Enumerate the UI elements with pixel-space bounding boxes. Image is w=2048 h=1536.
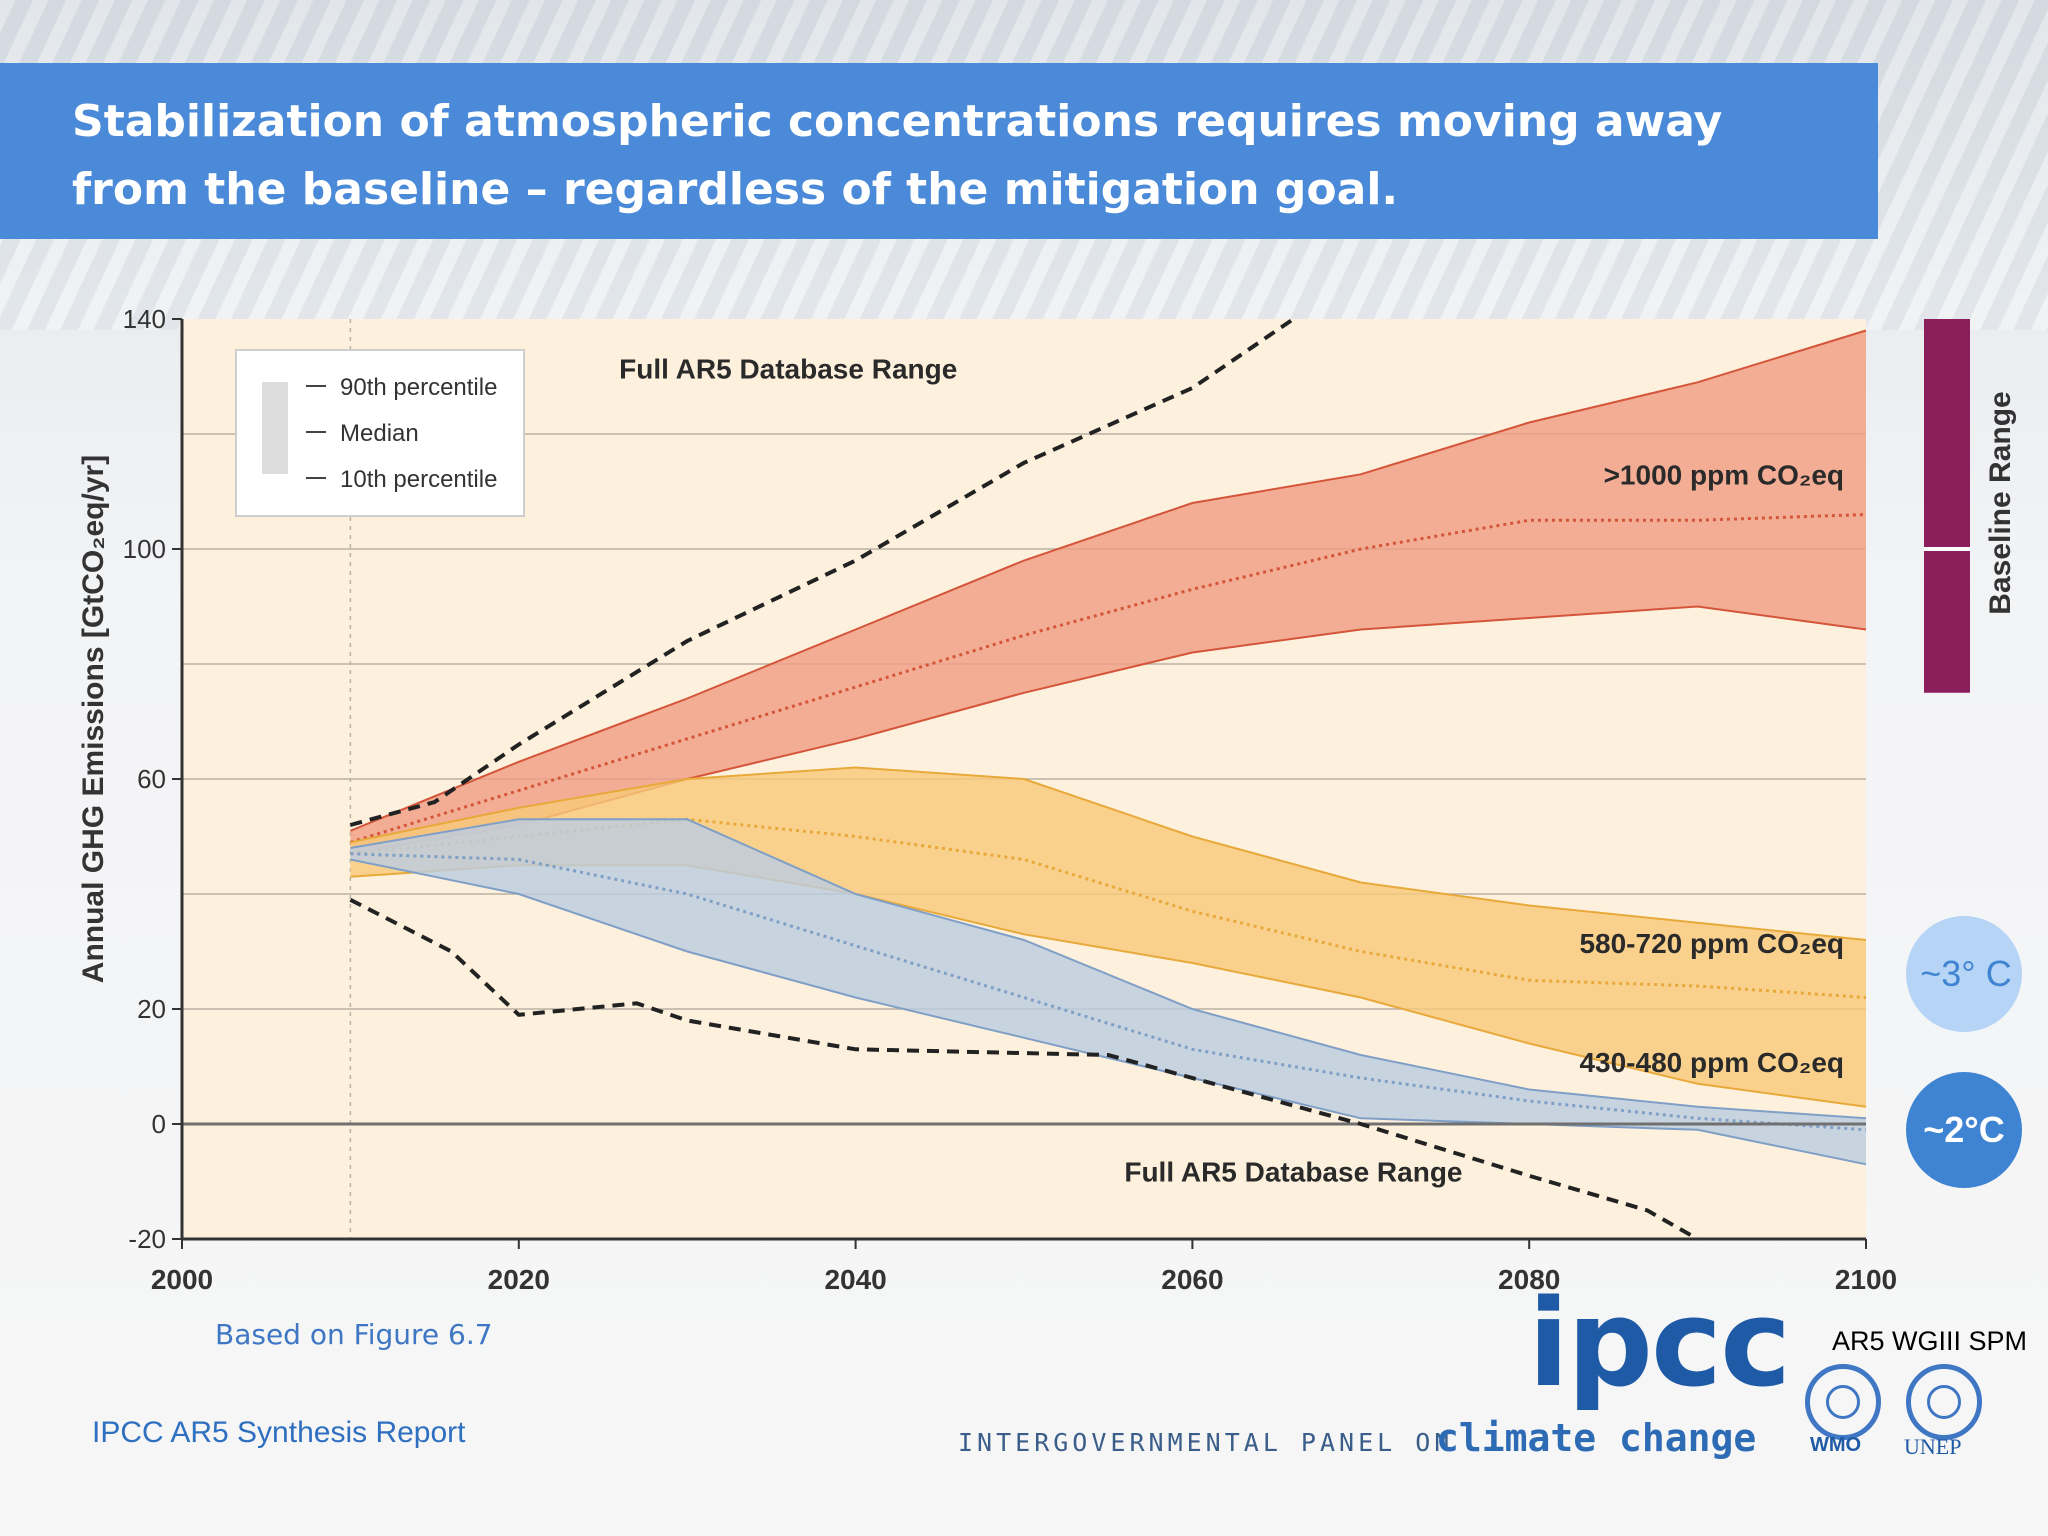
band-2 xyxy=(350,819,1866,1165)
legend-entry-2: 10th percentile xyxy=(340,466,497,493)
legend: 90th percentile Median 10th percentile xyxy=(235,349,525,517)
legend-entry-0: 90th percentile xyxy=(340,374,497,401)
database-range-lower-line xyxy=(349,898,1699,1241)
y-tick-label-140: 140 xyxy=(123,304,166,334)
chart-labels: >1000 ppm CO₂eq 580-720 ppm CO₂eq 430-480 … xyxy=(619,354,1844,1188)
legend-entry-1: Median xyxy=(340,420,419,447)
series-label-1: 580-720 ppm CO₂eq xyxy=(1579,928,1844,959)
band-1-p90-line xyxy=(350,766,1867,941)
x-tick-label-2100: 2100 xyxy=(1835,1264,1897,1295)
x-tick-label-2000: 2000 xyxy=(151,1264,213,1295)
badge-2c-circle xyxy=(1906,1072,2022,1188)
series-label-2: 430-480 ppm CO₂eq xyxy=(1579,1047,1844,1078)
y-axis-title: Annual GHG Emissions [GtCO₂eq/yr] xyxy=(77,455,110,983)
scenario-bands xyxy=(182,329,1867,1166)
band-0-median-line xyxy=(349,513,1867,844)
unep-label: UNEP xyxy=(1904,1434,1962,1459)
band-0-p90-line xyxy=(350,329,1867,832)
badge-3c-circle xyxy=(1906,916,2022,1032)
reference-note: AR5 WGIII SPM xyxy=(1832,1326,2028,1356)
x-tick-label-2020: 2020 xyxy=(488,1264,550,1295)
x-tick-label-2080: 2080 xyxy=(1498,1264,1560,1295)
band-2-p10-line xyxy=(350,858,1867,1166)
wmo-emblem-icon xyxy=(1805,1364,1881,1440)
axes: 140 100 60 20 0 -20 2000 2020 2040 2060 2080 2100 An… xyxy=(77,304,1897,1295)
band-2-p90-line xyxy=(350,818,1867,1120)
y-tick-label-20: 20 xyxy=(137,994,166,1024)
ipcc-logo-climate-change: climate change xyxy=(1436,1416,1757,1460)
y-tick-label-0: 0 xyxy=(152,1109,166,1139)
title-bar xyxy=(0,63,1878,239)
badge-2c-text: ~2°C xyxy=(1923,1109,2004,1150)
slide-title: Stabilization of atmospheric concentrati… xyxy=(72,96,1723,215)
ipcc-logo: ipcc xyxy=(1528,1275,1791,1414)
series-label-0: >1000 ppm CO₂eq xyxy=(1604,460,1844,491)
y-tick-label-60: 60 xyxy=(137,764,166,794)
band-0 xyxy=(350,330,1866,854)
database-range-lines xyxy=(349,317,1699,1241)
ipcc-logo-subtitle: INTERGOVERNMENTAL PANEL ON xyxy=(958,1428,1454,1457)
x-tick-label-2060: 2060 xyxy=(1161,1264,1223,1295)
legend-swatch xyxy=(262,382,288,474)
baseline-range-bar xyxy=(1924,319,1970,693)
baseline-range-label: Baseline Range xyxy=(1984,391,2017,614)
unep-emblem-icon xyxy=(1906,1364,1982,1440)
x-tick-label-2040: 2040 xyxy=(824,1264,886,1295)
y-tick-label-100: 100 xyxy=(123,534,166,564)
database-range-lower-label: Full AR5 Database Range xyxy=(1124,1157,1462,1188)
badge-3c-text: ~3° C xyxy=(1920,953,2011,994)
wmo-label: WMO xyxy=(1810,1434,1862,1456)
figure-source-note: Based on Figure 6.7 xyxy=(215,1318,493,1351)
band-2-median-line xyxy=(350,852,1867,1132)
y-tick-label--20: -20 xyxy=(128,1224,166,1254)
side-markers: Baseline Range ~3° C ~2°C xyxy=(1906,319,2022,1188)
database-range-upper-line xyxy=(349,317,1295,827)
report-source-note: IPCC AR5 Synthesis Report xyxy=(92,1416,466,1449)
database-range-upper-label: Full AR5 Database Range xyxy=(619,354,957,385)
